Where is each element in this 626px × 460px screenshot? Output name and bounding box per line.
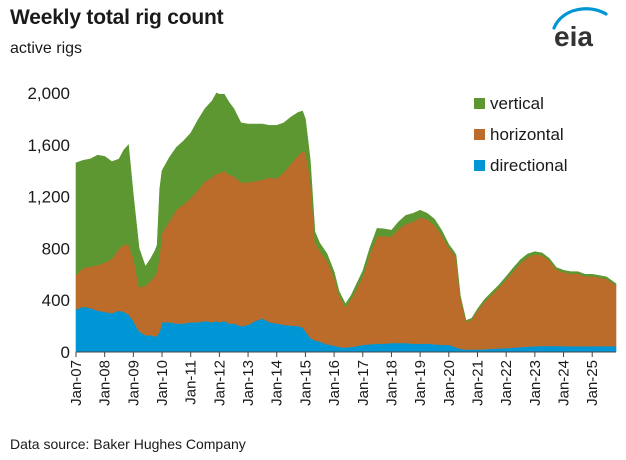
x-tick-label: Jan-16 — [326, 360, 343, 406]
x-tick-label: Jan-12 — [211, 360, 228, 406]
y-tick-label: 800 — [42, 239, 70, 258]
legend-label-horizontal: horizontal — [490, 125, 564, 144]
x-tick-label: Jan-20 — [441, 360, 458, 406]
y-tick-label: 1,600 — [27, 136, 70, 155]
x-tick-label: Jan-24 — [556, 360, 573, 406]
logo-text: eia — [554, 21, 593, 52]
legend-label-vertical: vertical — [490, 94, 544, 113]
data-source-note: Data source: Baker Hughes Company — [10, 436, 246, 452]
x-tick-label: Jan-09 — [125, 360, 142, 406]
y-axis-unit-label: active rigs — [10, 40, 83, 57]
y-tick-label: 2,000 — [27, 84, 70, 103]
x-tick-label: Jan-25 — [584, 360, 601, 406]
x-tick-label: Jan-23 — [527, 360, 544, 406]
legend-swatch-horizontal — [474, 129, 485, 140]
x-tick-label: Jan-19 — [412, 360, 429, 406]
y-tick-label: 400 — [42, 291, 70, 310]
y-tick-label: 0 — [61, 343, 70, 362]
legend-swatch-vertical — [474, 98, 485, 109]
x-tick-label: Jan-17 — [355, 360, 372, 406]
x-tick-label: Jan-18 — [383, 360, 400, 406]
x-tick-label: Jan-11 — [183, 360, 200, 405]
x-tick-label: Jan-14 — [269, 360, 286, 406]
legend-label-directional: directional — [490, 156, 568, 175]
x-tick-label: Jan-13 — [240, 360, 257, 406]
series-area-vertical — [75, 92, 617, 322]
x-tick-label: Jan-21 — [469, 360, 486, 406]
x-tick-label: Jan-22 — [498, 360, 515, 406]
legend-swatch-directional — [474, 160, 485, 171]
eia-logo-icon: eia — [552, 7, 608, 52]
x-tick-label: Jan-08 — [97, 360, 114, 406]
x-tick-label: Jan-10 — [154, 360, 171, 406]
x-tick-label: Jan-07 — [68, 360, 85, 406]
chart-title: Weekly total rig count — [10, 6, 224, 29]
y-tick-label: 1,200 — [27, 188, 70, 207]
x-tick-label: Jan-15 — [297, 360, 314, 406]
